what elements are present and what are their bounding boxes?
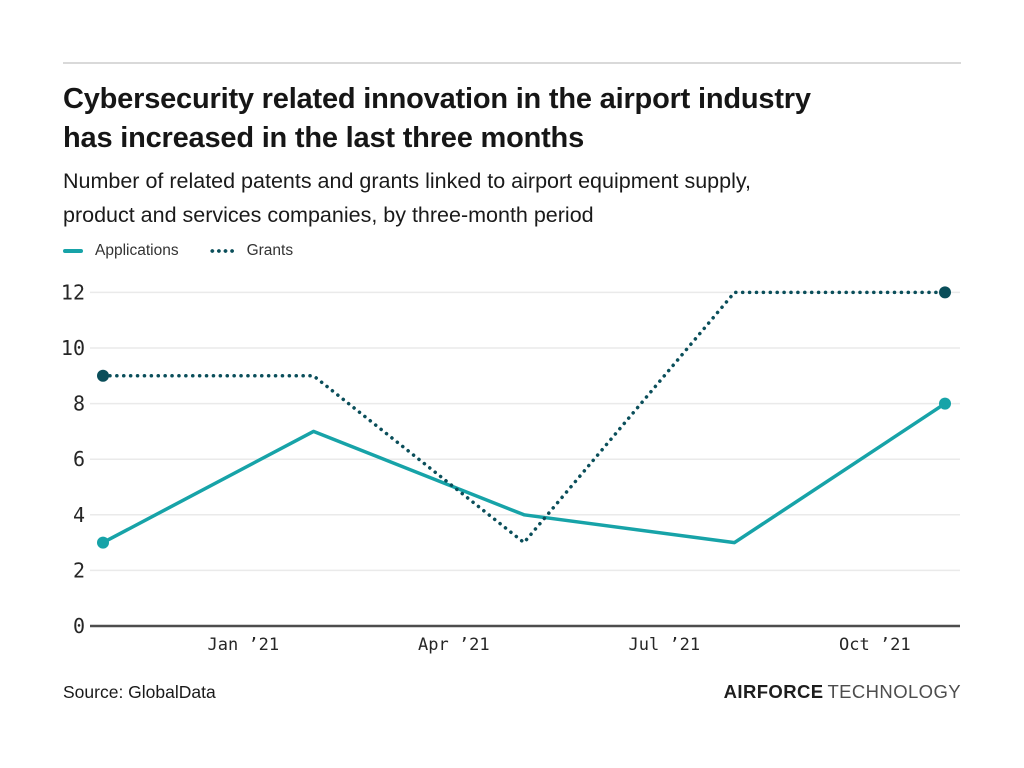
legend-item-grants: Grants bbox=[208, 242, 294, 260]
page-title: Cybersecurity related innovation in the … bbox=[63, 80, 811, 158]
y-tick-label-6: 6 bbox=[73, 447, 85, 471]
legend-item-applications: Applications bbox=[63, 242, 179, 260]
applications-solid-line-swatch bbox=[63, 249, 83, 253]
chart-subtitle-line2: product and services companies, by three… bbox=[63, 203, 594, 227]
source-note: Source: GlobalData bbox=[63, 682, 216, 702]
legend-label-applications: Applications bbox=[95, 242, 179, 259]
brand-logo: AIRFORCE TECHNOLOGY bbox=[724, 681, 961, 703]
x-tick-label-1: Jan ’21 bbox=[207, 635, 279, 655]
line-chart: 0 2 4 6 8 10 12 Jan ’21 Apr ’21 Jul ’21 Oct ’21 bbox=[61, 280, 961, 660]
series-line-grants bbox=[101, 290, 947, 545]
x-tick-label-4: Oct ’21 bbox=[839, 635, 911, 655]
page-title-line2: has increased in the last three months bbox=[63, 122, 584, 154]
y-tick-label-8: 8 bbox=[73, 392, 85, 416]
grants-dotted-line-swatch bbox=[208, 249, 235, 253]
brand-name-light: TECHNOLOGY bbox=[827, 681, 961, 702]
chart-svg: 0 2 4 6 8 10 12 Jan ’21 Apr ’21 Jul ’21 Oct ’21 bbox=[61, 280, 960, 655]
chart-subtitle: Number of related patents and grants lin… bbox=[63, 164, 751, 232]
page-title-line1: Cybersecurity related innovation in the … bbox=[63, 83, 811, 115]
series-endpoint-applications-end bbox=[939, 397, 951, 410]
series-endpoint-grants-end bbox=[939, 286, 951, 299]
series-line-applications bbox=[102, 402, 946, 545]
y-tick-label-0: 0 bbox=[73, 614, 85, 638]
y-tick-label-2: 2 bbox=[73, 558, 85, 582]
y-tick-label-10: 10 bbox=[63, 336, 85, 360]
top-divider bbox=[63, 62, 961, 64]
chart-subtitle-line1: Number of related patents and grants lin… bbox=[63, 169, 751, 193]
x-tick-label-3: Jul ’21 bbox=[628, 635, 700, 655]
brand-name-bold: AIRFORCE bbox=[723, 681, 824, 702]
series-endpoint-applications-start bbox=[97, 536, 109, 549]
x-tick-label-2: Apr ’21 bbox=[418, 635, 490, 655]
y-tick-label-4: 4 bbox=[73, 503, 85, 527]
legend-label-grants: Grants bbox=[246, 242, 294, 259]
y-tick-label-12: 12 bbox=[63, 280, 85, 304]
chart-legend: Applications Grants bbox=[63, 242, 293, 260]
series-endpoint-grants-start bbox=[97, 369, 109, 382]
